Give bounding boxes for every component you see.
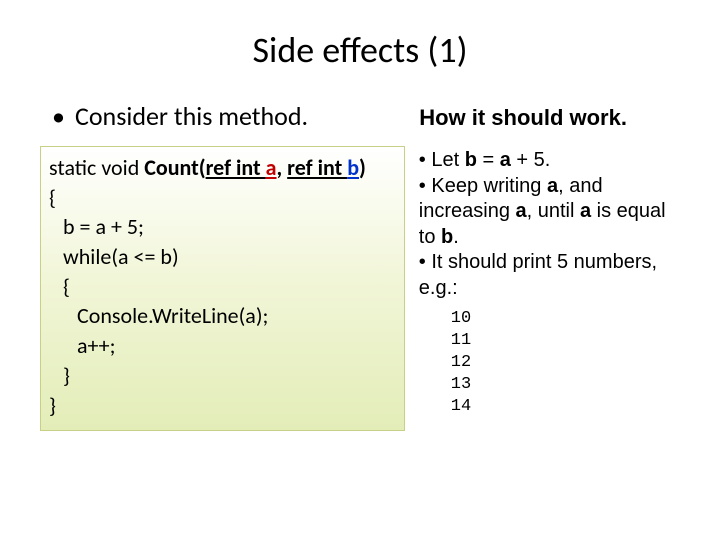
code-line-6: Console.WriteLine(a); [49,301,396,331]
output-line: 14 [451,396,680,418]
main-bullet: • Consider this method. [40,100,411,132]
exp1-suffix: + 5. [511,149,550,171]
slide-title: Side effects (1) [40,28,680,72]
code-line-2: { [49,183,396,213]
code-line-5: { [49,272,396,302]
exp1-b: b [465,149,477,171]
output-line: 13 [451,374,680,396]
output-line: 11 [451,330,680,352]
exp2-prefix: • Keep writing [419,175,547,197]
explanation-column: • Let b = a + 5. • Keep writing a, and i… [419,146,680,431]
code-box: static void Count(ref int a, ref int b) … [40,146,405,431]
explain-line-1: • Let b = a + 5. [419,148,680,174]
exp2-b: b [441,226,453,248]
content-columns: static void Count(ref int a, ref int b) … [40,146,680,431]
code-line-1: static void Count(ref int a, ref int b) [49,153,396,183]
exp2-a2: a [516,200,527,222]
subtitle: How it should work. [411,105,680,131]
exp1-mid: = [477,149,500,171]
bullet-text: Consider this method. [75,100,308,132]
output-line: 10 [451,308,680,330]
code-param-a: a [266,154,277,181]
exp1-a: a [500,149,511,171]
code-method: Count( [144,154,205,181]
exp1-prefix: • Let [419,149,465,171]
explain-line-3: • It should print 5 numbers, e.g.: [419,250,680,301]
code-close: ) [359,154,366,181]
code-param-b: b [347,154,359,181]
bullet-dot: • [52,100,65,132]
code-kw: static void [49,154,144,181]
bullet-row: • Consider this method. How it should wor… [40,100,680,132]
code-sep: , [277,154,288,181]
code-ref1: ref int [206,154,266,181]
code-ref2: ref int [287,154,347,181]
explain-line-2: • Keep writing a, and increasing a, unti… [419,174,680,251]
code-line-9: } [49,391,396,421]
exp2-a1: a [547,175,558,197]
output-line: 12 [451,352,680,374]
output-block: 10 11 12 13 14 [451,308,680,418]
exp2-a3: a [580,200,591,222]
exp2-suffix: . [453,226,459,248]
code-line-8: } [49,361,396,391]
code-line-4: while(a <= b) [49,242,396,272]
slide: Side effects (1) • Consider this method. … [0,0,720,540]
code-line-3: b = a + 5; [49,212,396,242]
code-line-7: a++; [49,331,396,361]
exp2-mid2: , until [527,200,580,222]
